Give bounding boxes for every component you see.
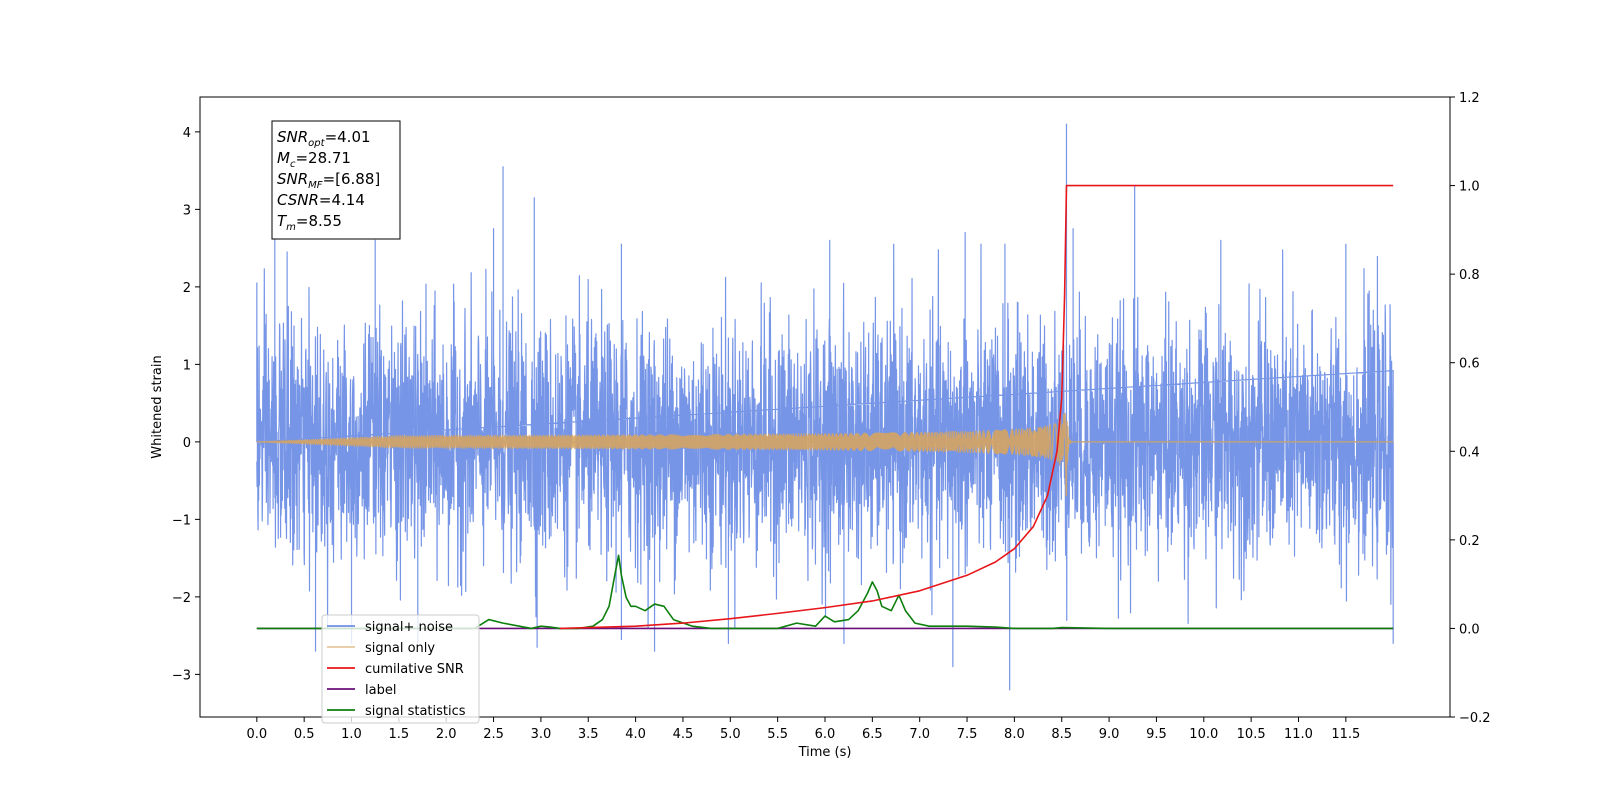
y2-tick-label: 0.0 bbox=[1459, 622, 1480, 637]
legend: signal+ noise signal only cumilative SNR la… bbox=[321, 614, 480, 724]
x-tick-label: 1.0 bbox=[341, 727, 362, 742]
annotation-symbol: SNR bbox=[277, 170, 308, 188]
annotation-line: SNRopt=4.01 bbox=[277, 128, 371, 149]
annotation-value: =4.14 bbox=[319, 191, 365, 209]
legend-entry: cumilative SNR bbox=[365, 662, 464, 677]
annotation-symbol: M bbox=[277, 149, 290, 167]
annotation-value: =28.71 bbox=[295, 149, 351, 167]
series-signal-noise-line bbox=[256, 123, 1394, 691]
x-axis-label: Time (s) bbox=[798, 745, 852, 760]
annotation-line: Mc=28.71 bbox=[277, 149, 351, 170]
annotation-box: SNRopt=4.01Mc=28.71SNRMF=[6.88]CSNR=4.14… bbox=[271, 120, 401, 240]
annotation-subscript: opt bbox=[308, 138, 325, 149]
y2-tick-label: 0.8 bbox=[1459, 268, 1480, 283]
legend-entry: signal only bbox=[365, 641, 435, 656]
x-tick-label: 5.5 bbox=[767, 727, 788, 742]
x-tick-label: 3.5 bbox=[578, 727, 599, 742]
annotation-symbol: T bbox=[277, 212, 288, 230]
y-axis-label: Whitened strain bbox=[150, 355, 165, 458]
annotation-subscript: c bbox=[290, 159, 296, 170]
x-tick-label: 2.5 bbox=[483, 727, 504, 742]
y-tick-label: 4 bbox=[183, 126, 191, 141]
x-tick-label: 2.0 bbox=[436, 727, 457, 742]
x-tick-label: 0.5 bbox=[294, 727, 315, 742]
x-tick-label: 9.5 bbox=[1146, 727, 1167, 742]
annotation-value: =8.55 bbox=[296, 212, 342, 230]
y2-tick-label: 0.6 bbox=[1459, 357, 1480, 372]
annotation-line: Tm=8.55 bbox=[277, 212, 342, 233]
annotation-frame bbox=[271, 120, 401, 240]
x-tick-label: 8.5 bbox=[1051, 727, 1072, 742]
x-tick-label: 5.0 bbox=[720, 727, 741, 742]
legend-frame bbox=[321, 614, 480, 724]
x-tick-label: 1.5 bbox=[389, 727, 410, 742]
series-signal-only-line bbox=[256, 412, 1394, 497]
axis-ticks: 0.0 0.5 1.0 1.5 2.0 2.5 3.0 3.5 4.0 4.5 5.0 5.5 6.0 6… bbox=[172, 91, 1491, 742]
y-tick-label: 3 bbox=[183, 203, 191, 218]
x-tick-label: 6.5 bbox=[862, 727, 883, 742]
x-tick-label: 11.5 bbox=[1331, 727, 1360, 742]
x-tick-label: 10.0 bbox=[1189, 727, 1218, 742]
legend-entry: signal statistics bbox=[365, 704, 466, 719]
x-tick-label: 7.0 bbox=[909, 727, 930, 742]
x-tick-label: 0.0 bbox=[246, 727, 267, 742]
x-tick-label: 8.0 bbox=[1004, 727, 1025, 742]
x-tick-label: 9.0 bbox=[1099, 727, 1120, 742]
y-tick-label: 0 bbox=[183, 436, 191, 451]
series-cumulative-snr-line bbox=[559, 184, 1394, 630]
x-tick-label: 10.5 bbox=[1237, 727, 1266, 742]
y-tick-label: 1 bbox=[183, 358, 191, 373]
x-tick-label: 4.5 bbox=[673, 727, 694, 742]
x-tick-label: 4.0 bbox=[625, 727, 646, 742]
y-tick-label: −2 bbox=[172, 591, 191, 606]
annotation-line: CSNR=4.14 bbox=[277, 191, 365, 209]
x-tick-label: 11.0 bbox=[1284, 727, 1313, 742]
y-tick-label: −3 bbox=[172, 668, 191, 683]
annotation-symbol: SNR bbox=[277, 128, 308, 146]
legend-entry: label bbox=[365, 683, 396, 698]
annotation-subscript: m bbox=[286, 222, 296, 233]
legend-entry: signal+ noise bbox=[365, 620, 453, 635]
y-tick-label: 2 bbox=[183, 281, 191, 296]
y2-tick-label: 1.0 bbox=[1459, 180, 1480, 195]
y2-tick-label: 0.2 bbox=[1459, 534, 1480, 549]
x-tick-label: 6.0 bbox=[815, 727, 836, 742]
annotation-symbol: CSNR bbox=[277, 191, 319, 209]
annotation-line: SNRMF=[6.88] bbox=[277, 170, 380, 191]
y2-tick-label: 0.4 bbox=[1459, 445, 1480, 460]
annotation-subscript: MF bbox=[308, 180, 323, 191]
y2-tick-label: 1.2 bbox=[1459, 91, 1480, 106]
x-tick-label: 7.5 bbox=[957, 727, 978, 742]
x-tick-label: 3.0 bbox=[531, 727, 552, 742]
annotation-value: =[6.88] bbox=[323, 170, 381, 188]
y-tick-label: −1 bbox=[172, 513, 191, 528]
annotation-value: =4.01 bbox=[325, 128, 371, 146]
y2-tick-label: −0.2 bbox=[1459, 711, 1491, 726]
